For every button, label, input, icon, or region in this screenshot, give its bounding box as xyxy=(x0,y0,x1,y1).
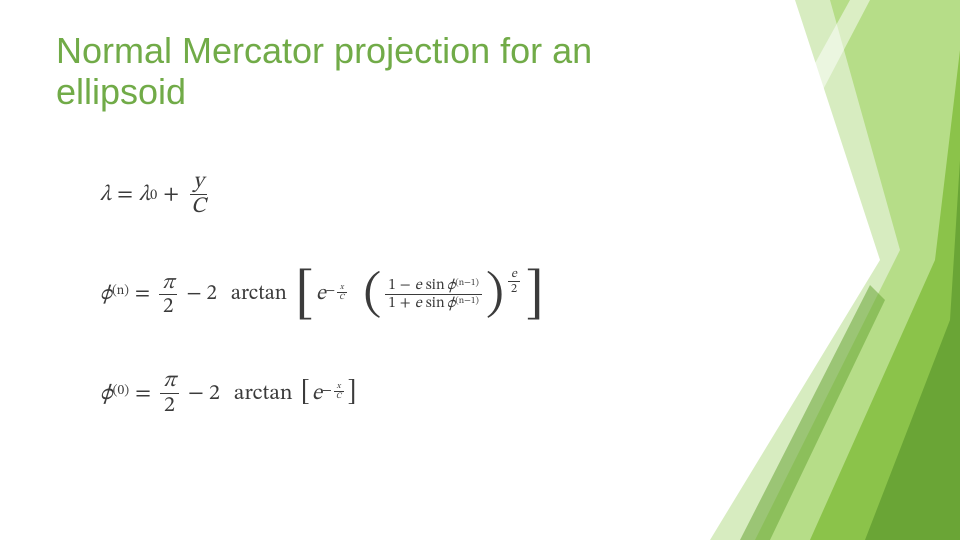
sym-lambda-base: λ xyxy=(139,181,150,209)
sup-0: (0) xyxy=(113,384,129,400)
outer-exponent: e 2 xyxy=(505,267,523,321)
exp-neg-b: − xyxy=(322,384,332,400)
corner-decoration xyxy=(700,0,960,540)
rbracket-sm-icon: ] xyxy=(347,377,356,410)
equation-phi-n: ϕ (n) = π 2 − 2 arctan [ e − x C xyxy=(100,267,546,321)
e-a: e xyxy=(415,277,422,294)
exp-neg-x-over-c-b: − x C xyxy=(322,382,345,401)
plus-b: + xyxy=(396,295,415,312)
minus-a: − xyxy=(396,277,415,294)
equation-block: λ = λ 0 + y C ϕ (n) = π 2 − 2 arctan [ xyxy=(100,170,546,419)
exp-neg-x-over-c: − x C xyxy=(326,283,349,301)
oe-e: e xyxy=(508,267,520,282)
sup-nm1-b: (n−1) xyxy=(455,297,478,307)
exp-frac: x C xyxy=(336,283,347,301)
shard-4 xyxy=(865,160,960,540)
e-b: e xyxy=(415,295,422,312)
sym-equals: = xyxy=(111,181,139,209)
one-b: 1 xyxy=(388,295,395,312)
equation-lambda: λ = λ 0 + y C xyxy=(100,170,546,219)
sym-e: e xyxy=(316,281,326,307)
minus-two: − 2 xyxy=(180,281,222,307)
num-row: 1 − e sin ϕ (n−1) xyxy=(385,277,482,295)
oe-2: 2 xyxy=(508,282,520,296)
frac-pi-2: π 2 xyxy=(159,271,177,318)
frac-e-2: e 2 xyxy=(508,267,520,296)
sym-lambda-sub: 0 xyxy=(150,187,157,205)
title-line-1: Normal Mercator projection for an xyxy=(56,30,592,71)
exp-c: C xyxy=(336,293,347,302)
sup-n: (n) xyxy=(112,284,129,300)
sym-2: 2 xyxy=(160,295,176,318)
sin-b: sin xyxy=(422,295,447,312)
frac-pi-2-b: π 2 xyxy=(160,369,179,418)
fn-arctan: arctan xyxy=(223,281,293,307)
title-line-2: ellipsoid xyxy=(56,71,186,112)
term-e-exp-b: e − x C xyxy=(312,380,346,408)
term-lambda0: λ 0 xyxy=(139,181,157,209)
sym-lambda: λ xyxy=(100,181,111,209)
shard-1 xyxy=(710,0,960,540)
sym-plus: + xyxy=(157,181,185,209)
sym-equals-3: = xyxy=(129,380,157,408)
sup-nm1-a: (n−1) xyxy=(455,279,478,289)
exp-c-b: C xyxy=(333,392,344,401)
phi-b: ϕ xyxy=(447,295,456,312)
equation-phi-0: ϕ (0) = π 2 − 2 arctan [ e − x C ] xyxy=(100,369,546,418)
one-a: 1 xyxy=(388,277,395,294)
sym-y: y xyxy=(190,170,207,195)
phi-a: ϕ xyxy=(447,277,456,294)
exp-x-b: x xyxy=(334,382,344,392)
sym-equals-2: = xyxy=(129,281,156,307)
outer-exp-frac: e 2 xyxy=(505,267,523,296)
sym-phi-3: ϕ xyxy=(100,380,113,408)
sym-phi: ϕ xyxy=(100,281,112,307)
sin-a: sin xyxy=(422,277,447,294)
shard-6 xyxy=(740,285,885,540)
shard-5 xyxy=(745,0,870,210)
lbracket-sm-icon: [ xyxy=(301,377,310,410)
term-e-exp: e − x C xyxy=(316,281,348,307)
fn-arctan-b: arctan xyxy=(226,380,299,408)
slide: Normal Mercator projection for an ellips… xyxy=(0,0,960,540)
exp-frac-b: x C xyxy=(333,382,344,401)
exp-x: x xyxy=(337,283,347,293)
sym-pi: π xyxy=(159,271,177,295)
exp-neg: − xyxy=(326,284,335,300)
sym-pi-b: π xyxy=(160,369,179,394)
sym-c: C xyxy=(188,195,209,219)
frac-ratio: 1 − e sin ϕ (n−1) 1 + e sin ϕ (n−1) xyxy=(385,277,482,311)
shard-3 xyxy=(810,50,960,540)
den-row: 1 + e sin ϕ (n−1) xyxy=(385,295,482,312)
frac-y-over-c: y C xyxy=(188,170,209,219)
sym-e-b: e xyxy=(312,380,322,408)
slide-title: Normal Mercator projection for an ellips… xyxy=(56,30,696,113)
shard-2 xyxy=(755,0,960,540)
minus-two-b: − 2 xyxy=(182,380,226,408)
sym-2-b: 2 xyxy=(161,394,178,418)
